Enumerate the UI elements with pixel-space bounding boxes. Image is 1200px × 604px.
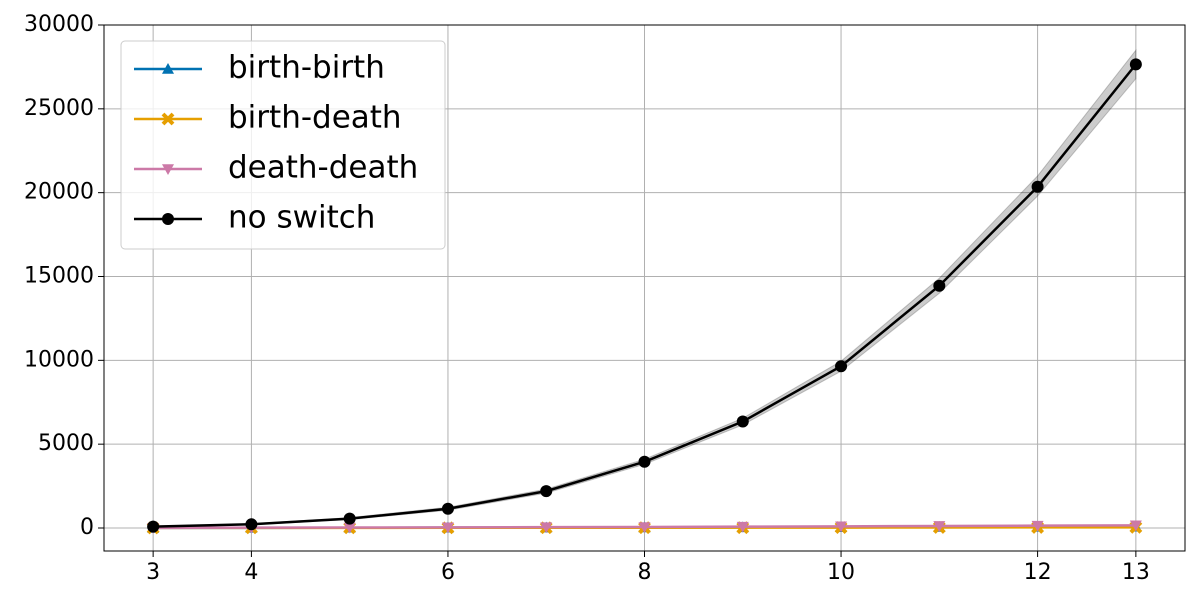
plot-frame <box>103 24 1186 552</box>
marker <box>736 521 749 533</box>
x-tick-label: 8 <box>638 560 652 585</box>
y-tick-label: 0 <box>80 515 94 540</box>
marker <box>343 512 356 525</box>
x-tick-label: 13 <box>1122 560 1150 585</box>
marker <box>540 522 553 534</box>
marker <box>933 521 946 532</box>
x-tick-label: 10 <box>827 560 855 585</box>
y-tick-label: 30000 <box>24 12 94 37</box>
marker <box>161 112 175 126</box>
legend-label: no switch <box>228 200 375 236</box>
marker <box>638 455 651 468</box>
x-tick-label: 4 <box>244 560 258 585</box>
marker <box>1031 520 1044 532</box>
legend-label: birth-birth <box>228 50 385 86</box>
y-tick-label: 5000 <box>38 431 94 456</box>
marker <box>1129 58 1142 71</box>
x-tick-label: 3 <box>146 560 160 585</box>
y-tick-label: 20000 <box>24 180 94 205</box>
marker <box>162 213 174 225</box>
marker <box>162 63 174 74</box>
marker <box>736 415 749 428</box>
marker <box>835 360 848 373</box>
marker <box>245 518 258 531</box>
legend-label: birth-death <box>228 100 402 136</box>
marker <box>441 502 454 515</box>
marker <box>343 522 356 534</box>
marker <box>835 521 848 533</box>
legend-box <box>120 40 446 250</box>
legend: birth-birth birth-death death-death no swit… <box>120 40 446 250</box>
marker <box>1031 180 1044 193</box>
marker <box>540 485 553 498</box>
x-tick-label: 12 <box>1024 560 1052 585</box>
marker <box>162 164 174 175</box>
legend-label: death-death <box>228 150 418 186</box>
y-tick-label: 15000 <box>24 263 94 288</box>
x-tick-label: 6 <box>441 560 455 585</box>
y-tick-label: 25000 <box>24 96 94 121</box>
marker <box>147 520 160 533</box>
marker <box>441 522 454 534</box>
marker <box>638 522 651 533</box>
y-tick-label: 10000 <box>24 347 94 372</box>
marker <box>933 279 946 292</box>
marker <box>1129 520 1142 532</box>
